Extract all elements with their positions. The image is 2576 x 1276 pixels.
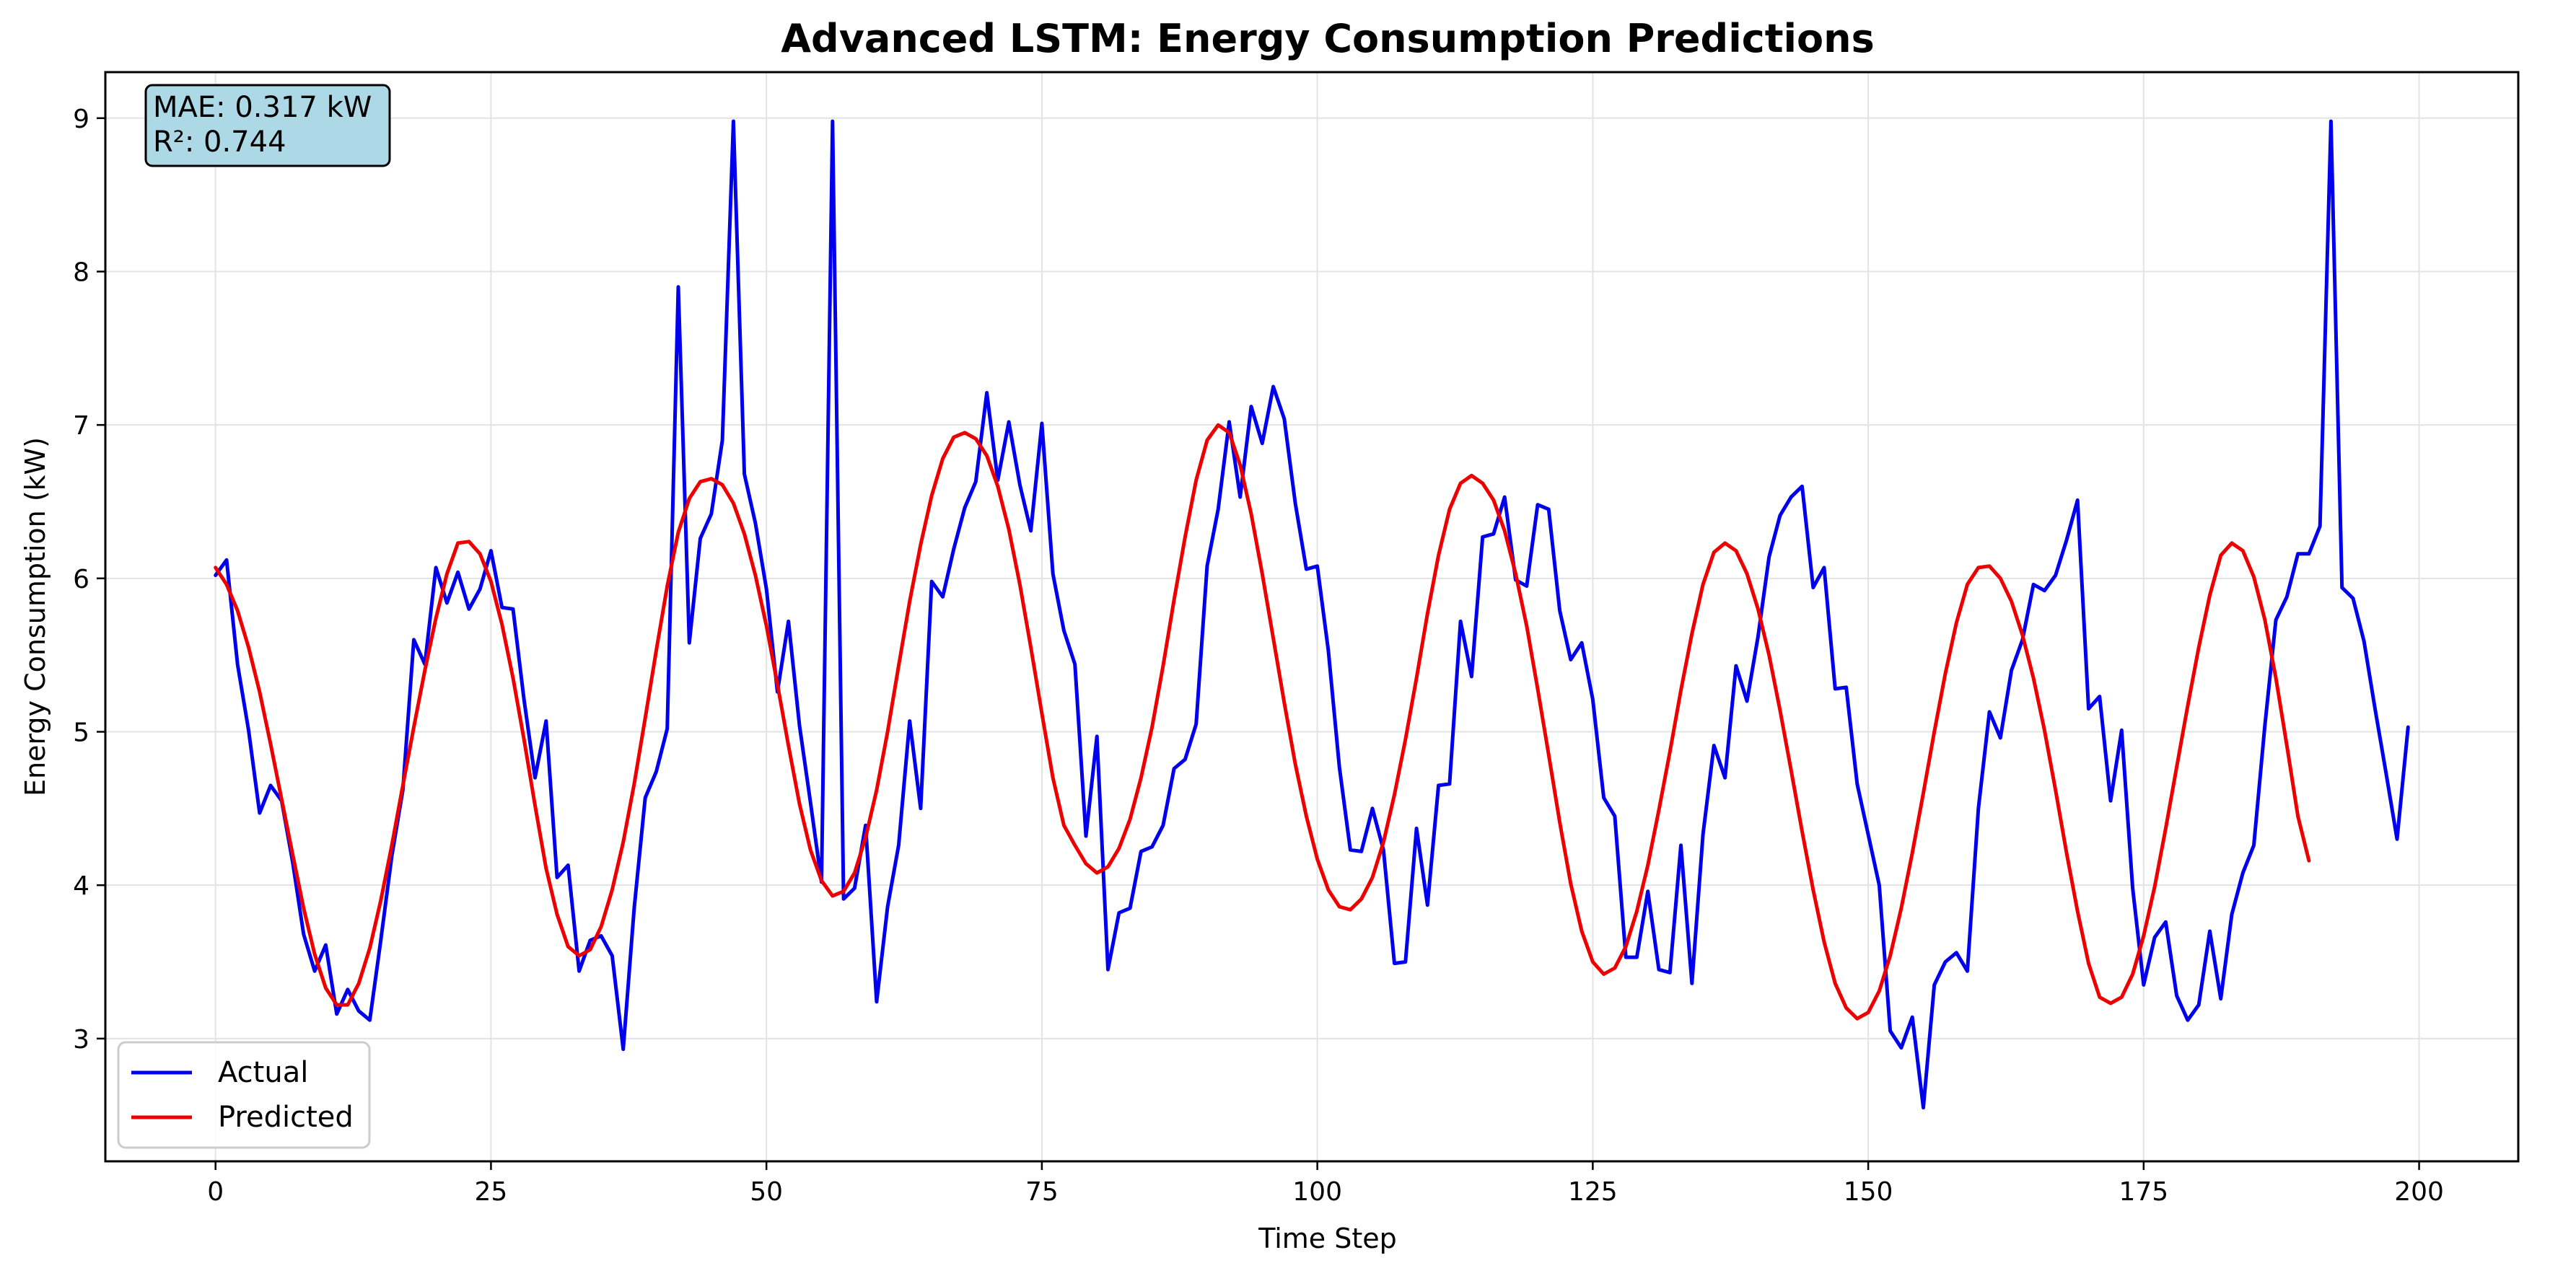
axis-ticks: 0 25 50 75 100 125 150 175 200 3 4 5 6 7 8 9 bbox=[73, 105, 2444, 1207]
x-tick-label: 75 bbox=[1025, 1177, 1059, 1207]
y-tick-label: 3 bbox=[73, 1025, 89, 1055]
metrics-box-background bbox=[144, 84, 391, 167]
y-axis-label: Energy Consumption (kW) bbox=[19, 437, 51, 796]
x-tick-label: 200 bbox=[2394, 1177, 2444, 1207]
series-lines bbox=[214, 119, 2410, 1110]
y-tick-label: 8 bbox=[73, 258, 89, 287]
x-tick-label: 175 bbox=[2119, 1177, 2168, 1207]
plot-frame bbox=[104, 71, 2520, 1163]
y-tick-label: 7 bbox=[73, 411, 89, 441]
x-axis-label: Time Step bbox=[1258, 1223, 1397, 1254]
y-tick-label: 5 bbox=[73, 718, 89, 748]
x-tick-label: 150 bbox=[1844, 1177, 1893, 1207]
legend-label-actual: Actual bbox=[218, 1056, 308, 1089]
y-tick-label: 4 bbox=[73, 871, 89, 901]
legend-box bbox=[117, 1041, 371, 1149]
r2-label: R²: 0.744 bbox=[153, 126, 286, 159]
mae-label: MAE: 0.317 kW bbox=[153, 91, 372, 124]
x-tick-label: 25 bbox=[475, 1177, 508, 1207]
chart-title: Advanced LSTM: Energy Consumption Predic… bbox=[781, 16, 1874, 61]
series-line-predicted bbox=[214, 423, 2311, 1021]
legend: Actual Predicted bbox=[117, 1041, 371, 1149]
x-tick-label: 125 bbox=[1568, 1177, 1618, 1207]
y-tick-label: 9 bbox=[73, 105, 89, 134]
grid bbox=[105, 72, 2518, 1161]
x-tick-label: 100 bbox=[1292, 1177, 1342, 1207]
x-tick-label: 0 bbox=[207, 1177, 224, 1207]
legend-label-predicted: Predicted bbox=[218, 1101, 354, 1134]
metrics-box: MAE: 0.317 kW R²: 0.744 bbox=[144, 84, 391, 167]
x-tick-label: 50 bbox=[750, 1177, 783, 1207]
y-tick-label: 6 bbox=[73, 565, 89, 594]
series-line-actual bbox=[214, 119, 2410, 1110]
